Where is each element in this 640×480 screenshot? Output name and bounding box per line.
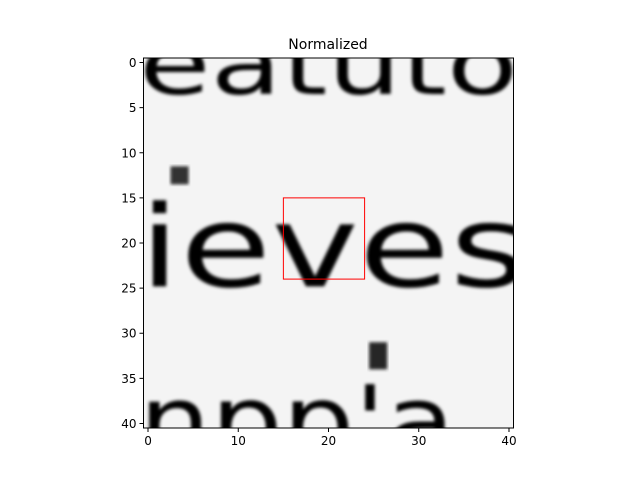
y-tick-label: 35 xyxy=(121,372,136,386)
y-tick-label: 15 xyxy=(121,191,136,205)
image-background xyxy=(143,58,514,428)
y-tick-label: 40 xyxy=(121,417,136,431)
y-tick-label: 30 xyxy=(121,327,136,341)
y-tick-label: 5 xyxy=(129,101,137,115)
image-text-row: ieves xyxy=(139,181,527,313)
image-content: eatuto ieves npp'a xyxy=(139,16,527,478)
x-tick-label: 0 xyxy=(144,434,152,448)
y-tick-label: 20 xyxy=(121,237,136,251)
x-tick-label: 20 xyxy=(321,434,336,448)
image-text-row: npp'a xyxy=(139,365,455,478)
axes: 0 10 20 30 40 0 5 10 15 20 25 30 35 40 xyxy=(121,56,516,448)
x-tick-label: 30 xyxy=(411,434,426,448)
image-mark xyxy=(369,342,388,370)
y-tick-label: 25 xyxy=(121,282,136,296)
y-tick-label: 10 xyxy=(121,146,136,160)
x-tick-label: 40 xyxy=(501,434,516,448)
image-mark xyxy=(170,166,189,185)
chart-title: Normalized xyxy=(288,37,367,53)
y-tick-label: 0 xyxy=(129,56,137,70)
x-tick-label: 10 xyxy=(231,434,246,448)
image-text-row: eatuto xyxy=(139,16,518,115)
plot-area: eatuto ieves npp'a xyxy=(139,16,527,478)
highlight-box xyxy=(282,197,366,280)
